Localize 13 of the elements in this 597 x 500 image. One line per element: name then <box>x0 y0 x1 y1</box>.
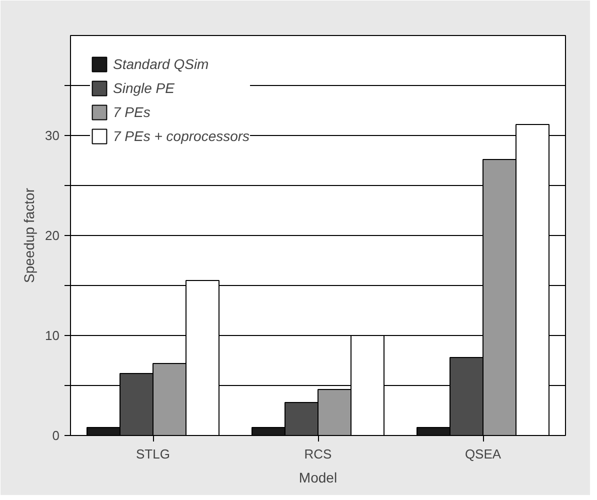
y-tick-label: 20 <box>45 228 60 243</box>
legend-label: 7 PEs + coprocessors <box>113 128 250 144</box>
x-tick-label: RCS <box>304 446 332 462</box>
y-axis-title: Speedup factor <box>21 188 38 283</box>
x-axis-title: Model <box>298 470 338 486</box>
legend-label: 7 PEs <box>113 104 150 120</box>
y-tick-label: 30 <box>45 128 60 143</box>
legend-label: Single PE <box>113 80 174 96</box>
x-tick-label: STLG <box>136 446 170 462</box>
y-tick-label: 0 <box>52 428 60 443</box>
y-tick-label: 10 <box>45 328 60 343</box>
x-tick-label: QSEA <box>464 446 502 462</box>
legend-label: Standard QSim <box>113 56 209 72</box>
